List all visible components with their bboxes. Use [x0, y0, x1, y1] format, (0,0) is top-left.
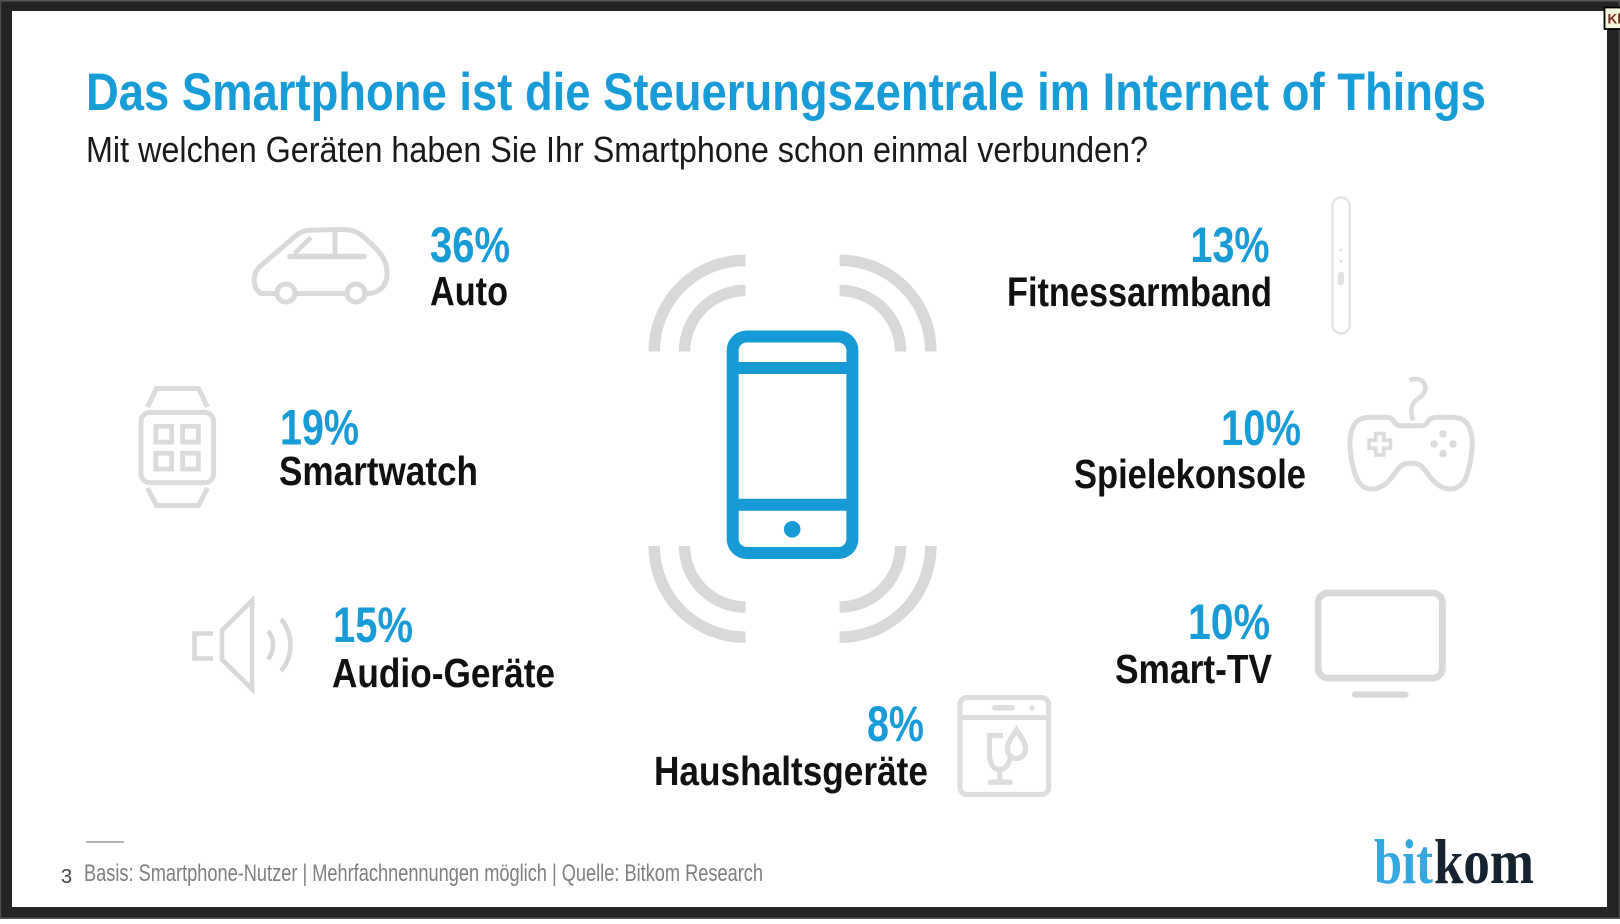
svg-text:Mit welchen Geräten haben Sie: Mit welchen Geräten haben Sie Ihr Smartp… — [86, 129, 1148, 170]
svg-text:13%: 13% — [1191, 217, 1270, 273]
svg-text:kom: kom — [1434, 827, 1534, 897]
svg-text:Auto: Auto — [430, 268, 508, 314]
svg-text:Basis: Smartphone-Nutzer | Meh: Basis: Smartphone-Nutzer | Mehrfachnennu… — [84, 860, 763, 887]
svg-text:3: 3 — [61, 866, 72, 888]
svg-text:Smart-TV: Smart-TV — [1115, 646, 1273, 692]
svg-text:Spielekonsole: Spielekonsole — [1074, 451, 1306, 497]
svg-text:Fitnessarmband: Fitnessarmband — [1007, 269, 1272, 315]
svg-text:Haushaltsgeräte: Haushaltsgeräte — [654, 748, 928, 794]
svg-text:15%: 15% — [333, 597, 413, 653]
svg-text:8%: 8% — [867, 696, 924, 752]
svg-text:Das Smartphone ist die Steueru: Das Smartphone ist die Steuerungszentral… — [86, 63, 1486, 122]
svg-text:Smartwatch: Smartwatch — [279, 448, 478, 494]
svg-text:bit: bit — [1374, 827, 1433, 897]
svg-text:10%: 10% — [1221, 400, 1301, 456]
svg-text:36%: 36% — [430, 217, 510, 273]
svg-text:Audio-Geräte: Audio-Geräte — [332, 650, 555, 696]
svg-text:10%: 10% — [1188, 594, 1270, 650]
svg-text:Kli: Kli — [1608, 12, 1620, 27]
